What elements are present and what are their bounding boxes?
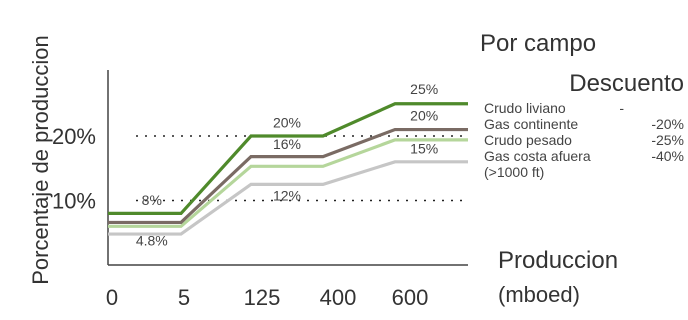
series-line [108,138,468,228]
legend: Crudo liviano - Gas continente -20% Crud… [484,100,684,180]
legend-item-discount: -40% [651,148,684,164]
data-label: 20% [410,108,438,124]
x-tick-label: 600 [392,285,429,310]
y-tick-label: 20% [52,124,96,149]
legend-item: Crudo liviano - [484,100,684,116]
data-label: 15% [410,140,438,156]
x-axis-title: Produccion [498,247,618,274]
legend-item-name: Crudo liviano [484,100,566,116]
data-label: 16% [273,136,301,152]
legend-item-name: Gas costa afuera [484,148,591,164]
y-axis-title: Porcentaje de produccion [28,35,53,285]
legend-item-discount: -20% [651,116,684,132]
data-label: 4.8% [136,233,168,249]
x-tick-label: 5 [178,285,190,310]
y-tick-label: 10% [52,189,96,214]
legend-subtitle: Descuento [569,70,684,97]
data-label: 12% [273,188,301,204]
legend-item: Gas continente -20% [484,116,684,132]
x-tick-label: 0 [106,285,118,310]
legend-item: (>1000 ft) [484,164,684,180]
x-tick-label: 400 [320,285,357,310]
legend-item: Crudo pesado -25% [484,132,684,148]
legend-item: Gas costa afuera -40% [484,148,684,164]
legend-item-name: (>1000 ft) [484,164,545,180]
data-label: 8% [142,192,162,208]
series-line [108,127,468,225]
legend-item-discount: -25% [651,132,684,148]
x-tick-label: 125 [244,285,281,310]
legend-title: Por campo [480,30,597,57]
legend-item-name: Gas continente [484,116,579,132]
legend-item-discount: - [619,100,624,116]
legend-item-name: Crudo pesado [484,132,572,148]
x-axis-unit: (mboed) [498,282,580,307]
data-label: 20% [273,115,301,131]
series-line [108,102,468,215]
series-line [108,160,468,236]
data-label: 25% [410,81,438,97]
